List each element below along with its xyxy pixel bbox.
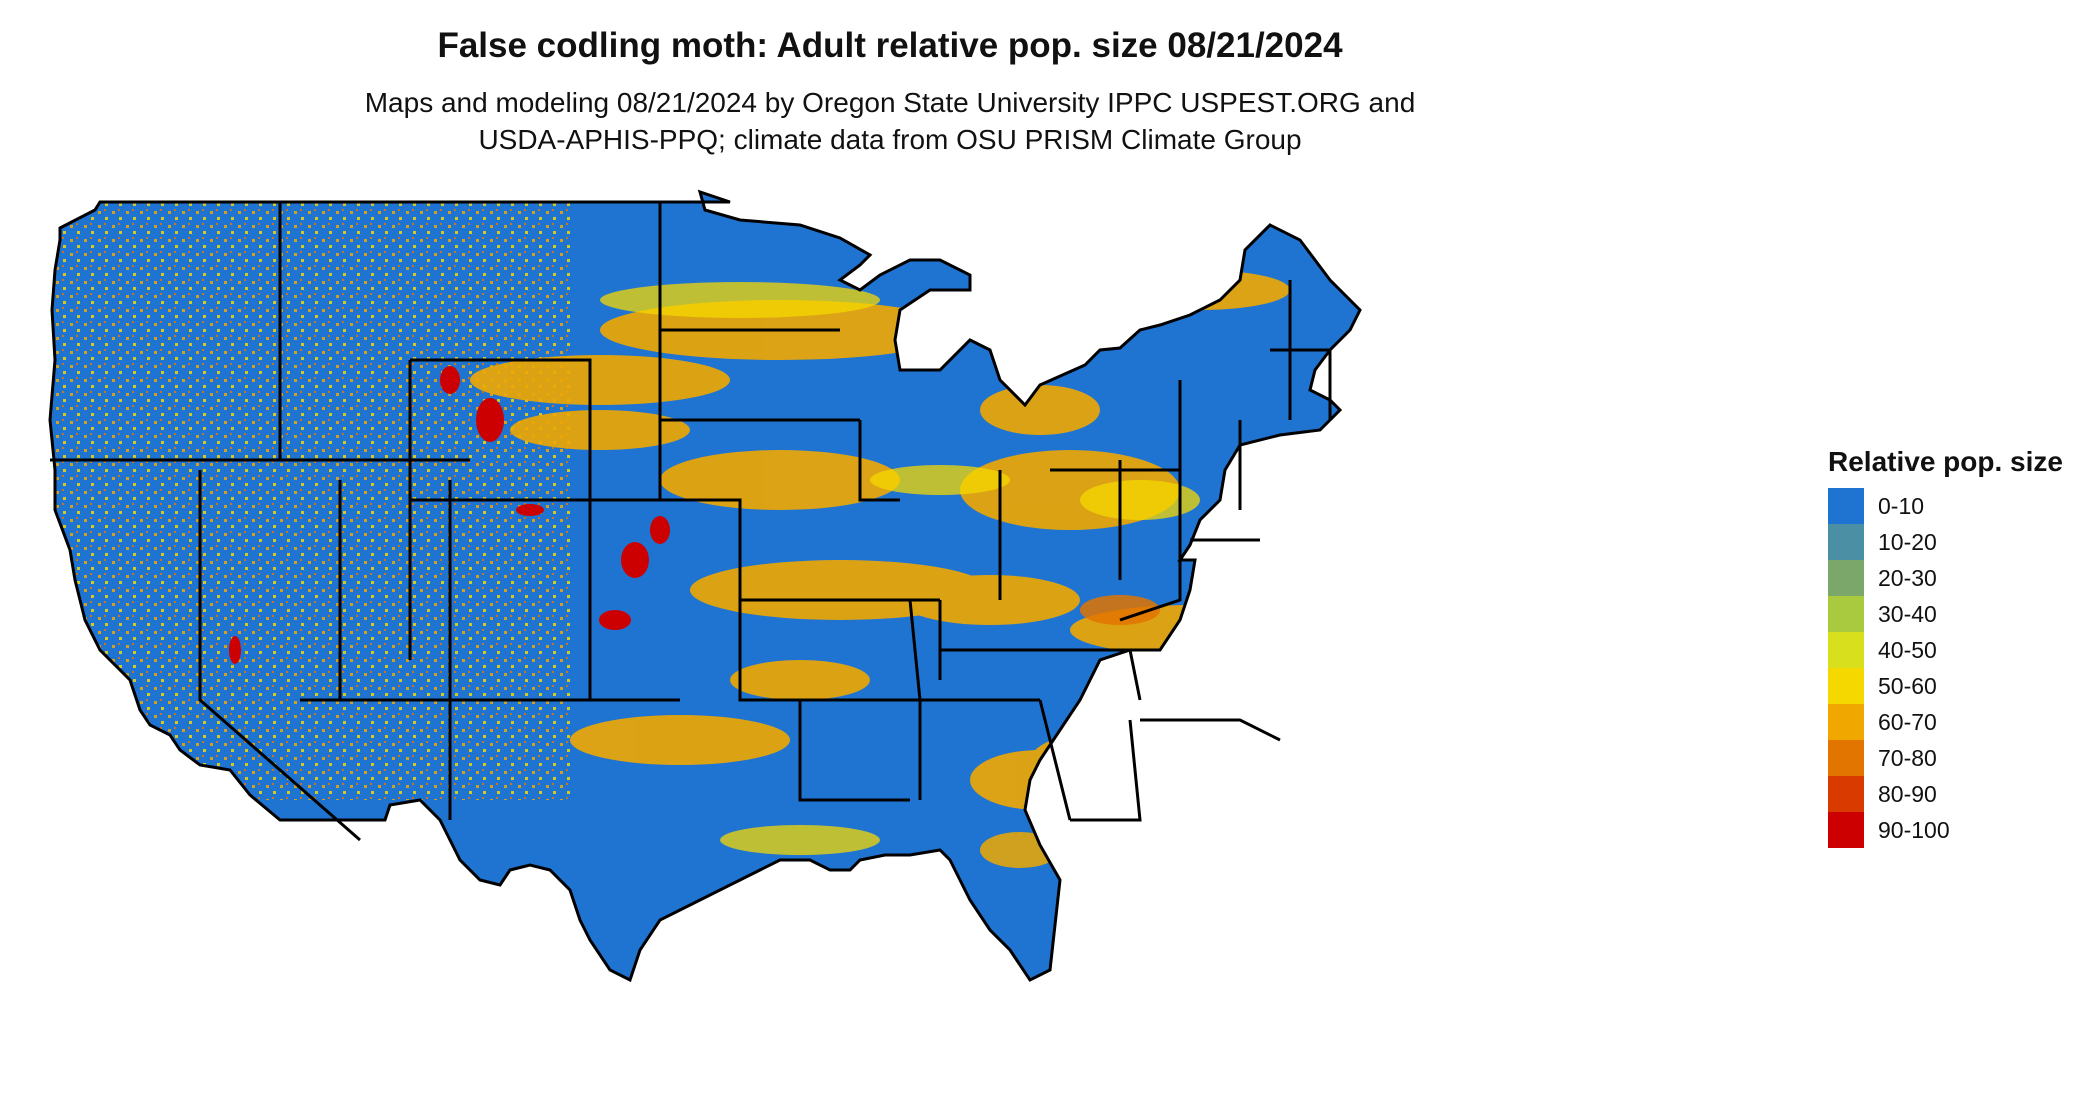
- map-title: False codling moth: Adult relative pop. …: [437, 26, 1343, 65]
- legend-swatch: [1828, 560, 1864, 596]
- legend-item: 90-100: [1828, 812, 2063, 848]
- legend-label: 60-70: [1878, 708, 1937, 735]
- us-map: [48, 190, 1362, 982]
- legend-swatch: [1828, 632, 1864, 668]
- legend-item: 0-10: [1828, 488, 2063, 524]
- legend-item: 60-70: [1828, 704, 2063, 740]
- legend-item: 40-50: [1828, 632, 2063, 668]
- subtitle-line-2: USDA-APHIS-PPQ; climate data from OSU PR…: [478, 124, 1302, 155]
- legend-swatch: [1828, 812, 1864, 848]
- legend-swatch: [1828, 668, 1864, 704]
- legend-swatch: [1828, 488, 1864, 524]
- map-subtitle: Maps and modeling 08/21/2024 by Oregon S…: [0, 84, 1780, 158]
- legend-swatch: [1828, 524, 1864, 560]
- legend-label: 0-10: [1878, 492, 1925, 519]
- legend: Relative pop. size 0-10 10-20 20-30 30-40 40…: [1828, 446, 2063, 848]
- legend-item: 70-80: [1828, 740, 2063, 776]
- legend-swatch: [1828, 704, 1864, 740]
- legend-swatch: [1828, 740, 1864, 776]
- legend-label: 10-20: [1878, 528, 1937, 555]
- legend-label: 30-40: [1878, 600, 1937, 627]
- legend-label: 90-100: [1878, 816, 1950, 843]
- legend-item: 50-60: [1828, 668, 2063, 704]
- legend-title: Relative pop. size: [1828, 446, 2063, 477]
- legend-label: 80-90: [1878, 780, 1937, 807]
- legend-label: 50-60: [1878, 672, 1937, 699]
- legend-item: 80-90: [1828, 776, 2063, 812]
- subtitle-line-1: Maps and modeling 08/21/2024 by Oregon S…: [364, 87, 1416, 118]
- state-borders: [48, 190, 1362, 982]
- legend-label: 40-50: [1878, 636, 1937, 663]
- legend-swatch: [1828, 776, 1864, 812]
- map-fill: [50, 192, 1360, 980]
- legend-swatch: [1828, 596, 1864, 632]
- legend-label: 20-30: [1878, 564, 1937, 591]
- legend-item: 10-20: [1828, 524, 2063, 560]
- legend-item: 30-40: [1828, 596, 2063, 632]
- legend-label: 70-80: [1878, 744, 1937, 771]
- legend-item: 20-30: [1828, 560, 2063, 596]
